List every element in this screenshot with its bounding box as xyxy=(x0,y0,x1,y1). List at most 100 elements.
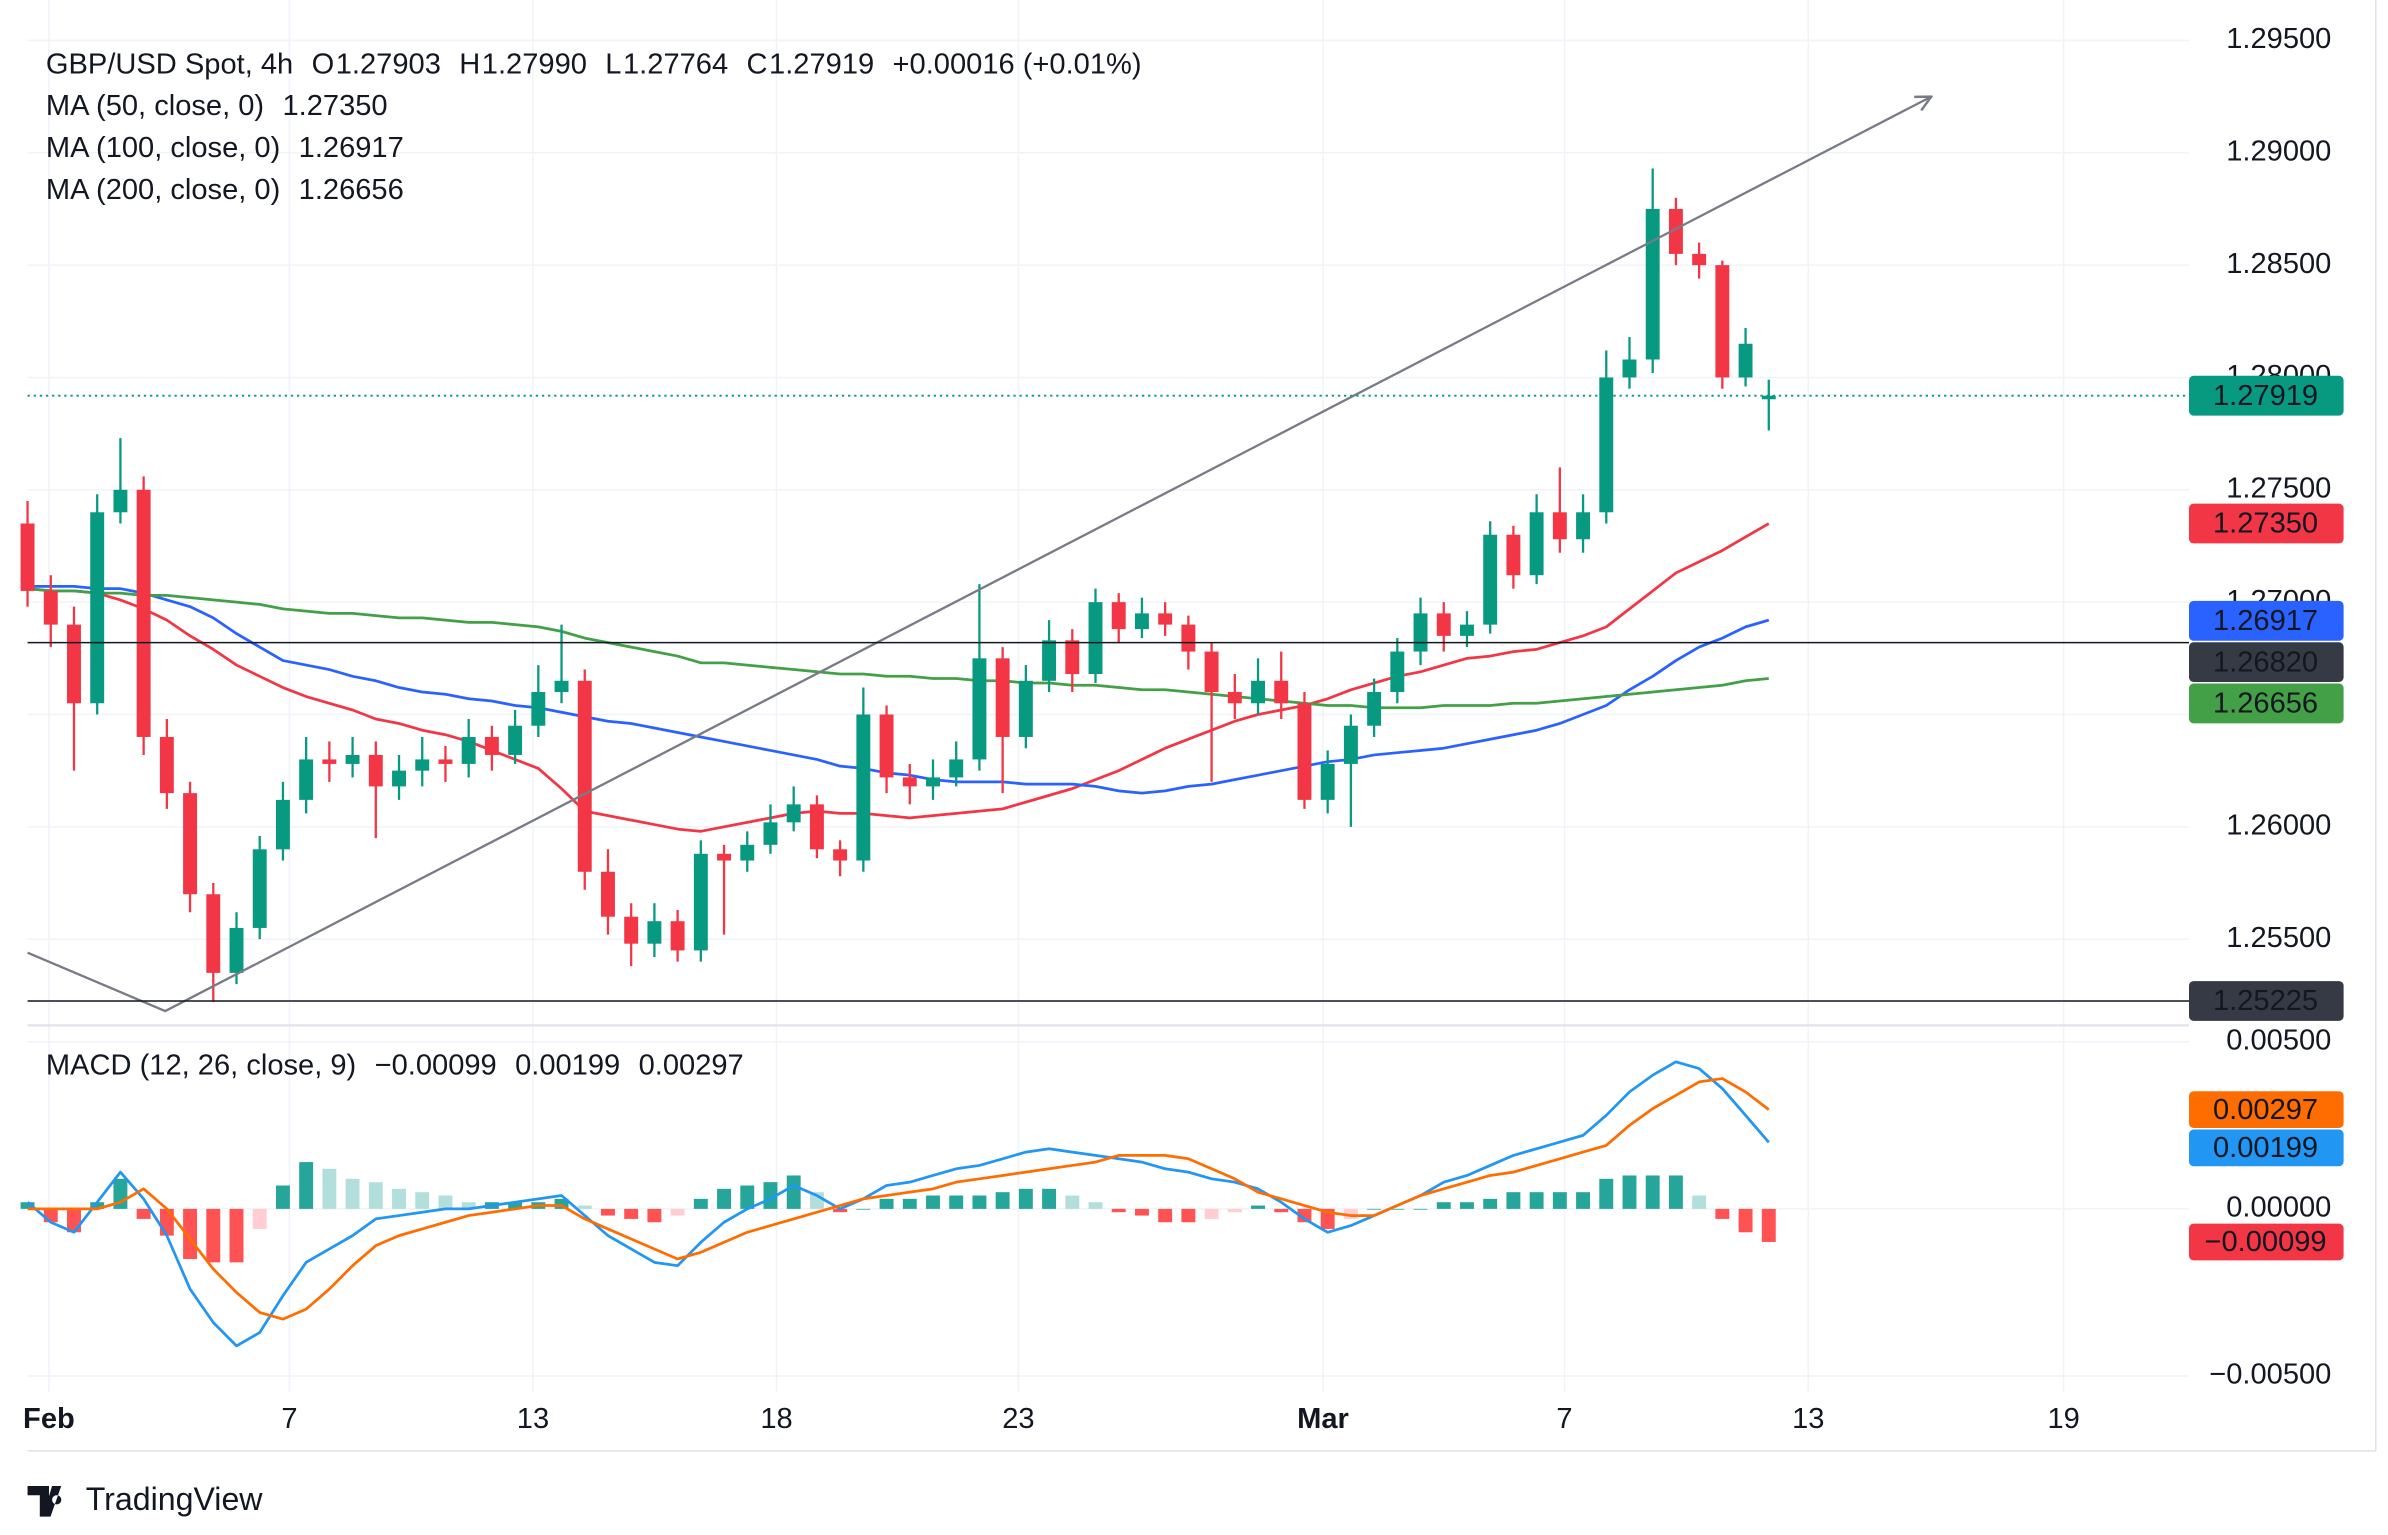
candle-body xyxy=(1343,725,1358,764)
histogram-bar xyxy=(926,1195,940,1209)
histogram-bar xyxy=(972,1195,987,1209)
histogram-bar xyxy=(1042,1188,1057,1209)
histogram-bar xyxy=(554,1198,569,1209)
y-tick-label: 1.29500 xyxy=(2226,23,2331,55)
candle-body xyxy=(392,770,406,787)
candle-body xyxy=(322,759,337,764)
ma-legend-value: 1.27350 xyxy=(282,90,387,122)
candle-body xyxy=(1761,395,1776,400)
marks xyxy=(20,97,2189,1348)
candle-body xyxy=(1018,680,1033,737)
price-tag xyxy=(2189,1091,2344,1129)
candle-body xyxy=(1552,512,1567,540)
candle-body xyxy=(624,916,639,944)
price-change: +0.00016 (+0.01%) xyxy=(893,48,1142,80)
histogram-bar xyxy=(322,1168,337,1209)
price-tag-label: 1.27350 xyxy=(2213,508,2318,540)
histogram-bar xyxy=(624,1208,639,1219)
candle-body xyxy=(1274,680,1289,704)
price-tag xyxy=(2189,1129,2344,1167)
histogram-bar xyxy=(1204,1208,1219,1219)
histogram-bar xyxy=(1576,1192,1591,1209)
candle-body xyxy=(1645,208,1660,360)
candle-body xyxy=(275,799,290,850)
y-tick-label: 1.29000 xyxy=(2226,135,2331,167)
histogram-bar xyxy=(1343,1208,1358,1219)
macd-legend-value: −0.00099 xyxy=(375,1049,497,1081)
candle-body xyxy=(299,759,314,800)
histogram-bar xyxy=(392,1188,406,1209)
histogram-bar xyxy=(879,1198,894,1209)
price-tag-label: −0.00099 xyxy=(2204,1226,2326,1258)
histogram-bar xyxy=(438,1195,453,1209)
candle-body xyxy=(577,680,592,872)
histogram-bar xyxy=(159,1208,174,1236)
candle-body xyxy=(949,759,964,778)
candle-body xyxy=(1320,763,1335,800)
ohlc-value: 1.27903 xyxy=(336,48,441,80)
histogram-bar xyxy=(1088,1202,1103,1209)
histogram-bar xyxy=(740,1185,755,1209)
histogram-bar xyxy=(763,1182,778,1209)
indicator-line xyxy=(27,522,1770,833)
y-tick-label: 0.00000 xyxy=(2226,1192,2331,1224)
histogram-bar xyxy=(1529,1192,1544,1209)
macd-legend-value: 0.00199 xyxy=(515,1049,620,1081)
candle-body xyxy=(1715,265,1730,378)
price-tag xyxy=(2189,642,2344,683)
candle-body xyxy=(368,754,383,787)
candle-body xyxy=(879,714,894,778)
grid xyxy=(27,0,2189,1393)
macd-legend-name: MACD (12, 26, close, 9) xyxy=(46,1049,356,1081)
x-tick-label: 23 xyxy=(1002,1403,1034,1435)
candle-body xyxy=(1134,613,1149,630)
histogram-bar xyxy=(1111,1208,1126,1213)
histogram-bar xyxy=(415,1192,430,1209)
price-tags: 1.27919 1.27350 1.26917 1.26820 1.26656 1.252… xyxy=(2189,375,2344,1261)
price-tag-label: 1.26820 xyxy=(2213,646,2318,678)
candle-body xyxy=(1065,640,1080,675)
y-tick-label: 1.28500 xyxy=(2226,248,2331,280)
candle-body xyxy=(1668,208,1683,254)
histogram-bar xyxy=(670,1208,685,1216)
candle-body xyxy=(1297,703,1312,800)
histogram-bar xyxy=(833,1208,848,1213)
ma-legend-name: MA (50, close, 0) xyxy=(46,90,264,122)
histogram-bar xyxy=(275,1185,290,1209)
histogram-bar xyxy=(949,1195,964,1209)
ohlc-key: C xyxy=(747,48,768,80)
histogram-bar xyxy=(1715,1208,1730,1219)
candle-body xyxy=(1251,680,1265,704)
histogram-bar xyxy=(786,1175,801,1209)
histogram-bar xyxy=(1390,1208,1405,1210)
brand-logo: TradingView xyxy=(27,1481,263,1517)
x-tick-label: 7 xyxy=(281,1403,297,1435)
histogram-bar xyxy=(1506,1192,1521,1209)
ohlc-value: 1.27764 xyxy=(623,48,728,80)
candle-body xyxy=(809,804,824,850)
ohlc-value: 1.27919 xyxy=(769,48,874,80)
ohlc-key: O xyxy=(312,48,335,80)
trend-line xyxy=(27,97,1932,1013)
histogram-bar xyxy=(508,1202,523,1209)
price-tag xyxy=(2189,600,2344,641)
histogram-bar xyxy=(1367,1208,1382,1210)
indicator-line xyxy=(27,587,1769,710)
histogram-bar xyxy=(995,1192,1010,1209)
histogram-bar xyxy=(717,1188,732,1209)
candle-body xyxy=(926,777,940,787)
candle-body xyxy=(67,624,81,704)
candle-body xyxy=(995,658,1010,737)
ohlc-key: H xyxy=(459,48,480,80)
histogram-bar xyxy=(647,1208,662,1223)
candle-body xyxy=(1413,613,1428,652)
candle-body xyxy=(43,590,58,625)
histogram-bar xyxy=(1227,1208,1242,1213)
y-tick-label: −0.00500 xyxy=(2209,1359,2331,1391)
candle-body xyxy=(415,759,430,771)
price-tag xyxy=(2189,503,2344,544)
y-tick-label: 1.27500 xyxy=(2226,473,2331,505)
candle-body xyxy=(252,849,267,928)
x-tick-label: Feb xyxy=(23,1403,75,1435)
